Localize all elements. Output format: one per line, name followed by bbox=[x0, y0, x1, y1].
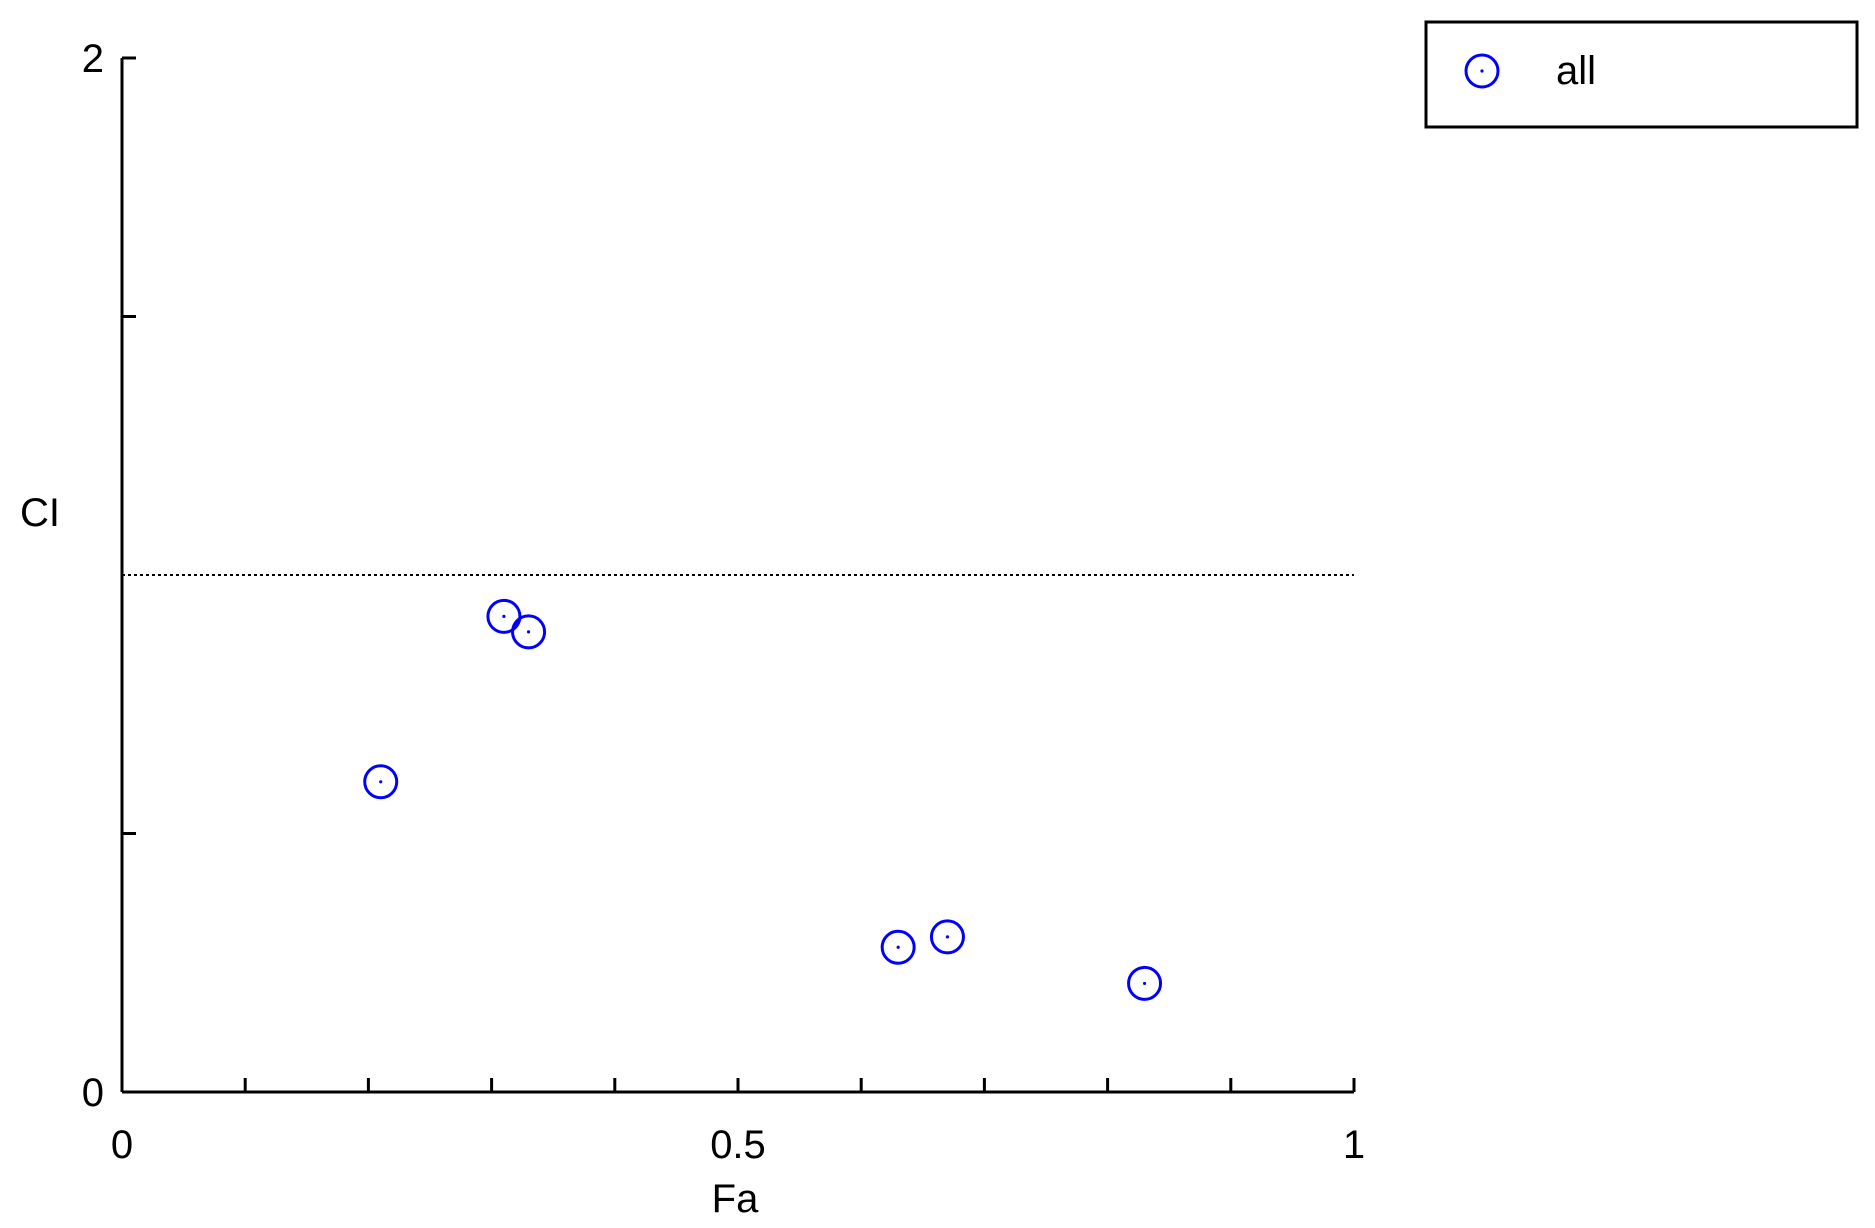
axes bbox=[120, 58, 1354, 1094]
data-point-center bbox=[1142, 981, 1147, 986]
data-point bbox=[1127, 965, 1163, 1001]
data-point-center bbox=[526, 630, 531, 634]
data-point-center bbox=[945, 935, 950, 939]
ticks bbox=[120, 56, 1356, 1094]
x-tick-label: 0 bbox=[111, 1123, 133, 1167]
x-tick-label: 1 bbox=[1343, 1123, 1365, 1167]
legend-entry-label: all bbox=[1556, 49, 1596, 93]
data-point-center bbox=[502, 614, 506, 618]
data-point-center bbox=[379, 780, 383, 784]
data-point bbox=[929, 919, 965, 955]
legend-box bbox=[1424, 20, 1859, 129]
legend-marker-icon bbox=[1464, 53, 1500, 89]
data-point bbox=[880, 929, 916, 965]
y-tick-label: 0 bbox=[82, 1071, 104, 1115]
data-point bbox=[486, 598, 522, 634]
data-point-center bbox=[896, 945, 900, 949]
data-point bbox=[363, 764, 399, 800]
y-tick-label: 2 bbox=[82, 37, 104, 81]
x-tick-label: 0.5 bbox=[710, 1123, 766, 1167]
tick-labels: 0 0.5 1 0 2 bbox=[82, 37, 1365, 1167]
data-points bbox=[363, 598, 1163, 1001]
data-point bbox=[511, 614, 547, 650]
x-axis-label: Fa bbox=[712, 1177, 759, 1221]
legend-marker-center bbox=[1480, 69, 1484, 73]
legend-marker-circle bbox=[1464, 53, 1500, 89]
legend: all bbox=[1424, 20, 1859, 129]
y-axis-label: CI bbox=[20, 491, 60, 535]
